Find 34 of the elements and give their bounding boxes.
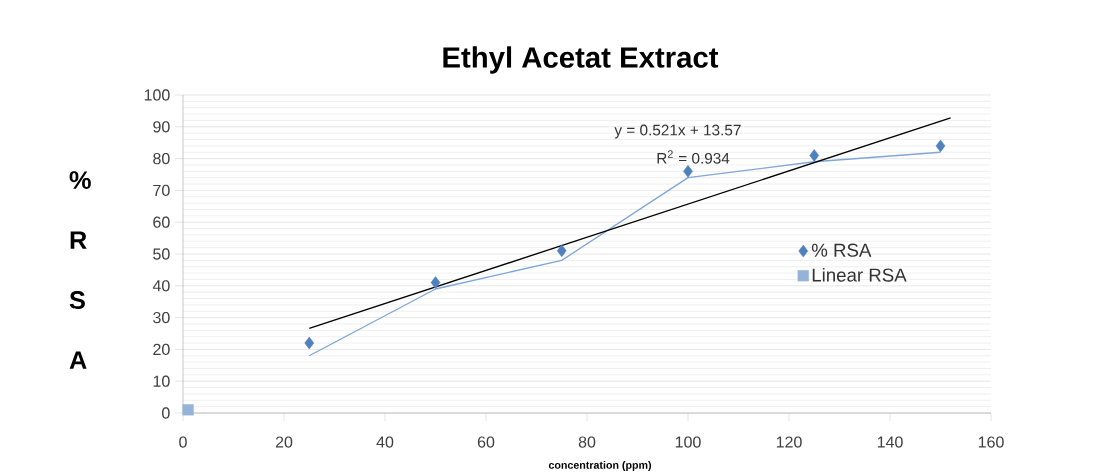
annotation: y = 0.521x + 13.57: [614, 124, 741, 139]
y-tick-label: 100: [144, 89, 170, 101]
y-tick-label: 50: [153, 248, 170, 260]
y-tick-label: 30: [153, 311, 170, 324]
y-tick-label: 40: [152, 280, 170, 292]
x-tick-label: 120: [776, 436, 802, 448]
y-tick-label: 80: [153, 152, 170, 165]
x-tick-label: 60: [477, 436, 495, 448]
x-tick-label: 20: [275, 436, 293, 448]
x-tick-label: 160: [978, 436, 1004, 448]
chart-title: Ethyl Acetat Extract: [443, 46, 719, 74]
legend-label: % RSA: [811, 243, 872, 257]
x-tick-label: 100: [675, 436, 701, 448]
point: [683, 165, 693, 178]
point: [430, 276, 441, 289]
point: [935, 139, 946, 153]
point: [556, 244, 567, 258]
point: [304, 336, 315, 350]
y-tick-label: 0: [162, 407, 170, 419]
y-tick-label: 60: [153, 216, 170, 228]
x-tick-label: 0: [179, 436, 187, 448]
x-tick-label: 140: [877, 436, 903, 448]
y-tick-label: 10: [153, 375, 170, 387]
y-tick-label: 20: [153, 343, 170, 356]
y-tick-label: 90: [153, 121, 170, 133]
legend-label: Linear RSA: [812, 267, 907, 282]
x-tick-label: 80: [578, 436, 596, 448]
text: % R S A: [69, 171, 91, 369]
y-tick-label: 70: [153, 184, 170, 197]
point: [809, 149, 820, 162]
annotation: R$^{2}$ = 0.934: [657, 150, 730, 164]
point: [182, 404, 194, 416]
x-tick-label: 40: [376, 436, 394, 448]
x-axis-title: concentration (ppm): [548, 461, 652, 471]
